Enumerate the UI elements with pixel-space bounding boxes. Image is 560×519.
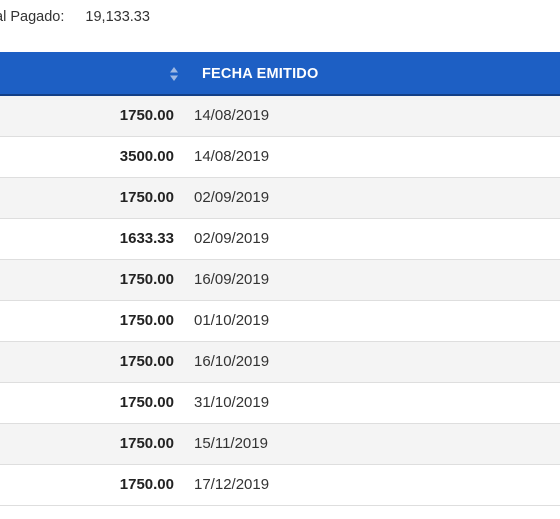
row-amount: 1750.00: [119, 435, 174, 452]
table-row: 1750.00 02/09/2019: [0, 178, 560, 219]
row-amount: 1750.00: [119, 394, 174, 411]
row-date: 17/12/2019: [194, 476, 270, 493]
table-row: 1750.00 31/10/2019: [0, 383, 560, 424]
table-row: 1750.00 16/10/2019: [0, 342, 560, 383]
row-date: 31/10/2019: [194, 394, 270, 411]
table-row: 3500.00 14/08/2019: [0, 137, 560, 178]
row-amount: 1633.33: [119, 230, 174, 247]
row-date: 01/10/2019: [194, 312, 270, 329]
table-row: 1633.33 02/09/2019: [0, 219, 560, 260]
table-row: 1750.00 17/12/2019: [0, 465, 560, 506]
table-header: FECHA EMITIDO: [0, 52, 560, 96]
table-row: 1750.00 14/08/2019: [0, 96, 560, 137]
total-paid-value: 19,133.33: [85, 9, 150, 25]
table-body: 1750.00 14/08/2019 3500.00 14/08/2019 1750.0…: [0, 96, 560, 506]
payments-table: FECHA EMITIDO 1750.00 14/08/2019 3500.00 14…: [0, 52, 560, 506]
row-date: 16/09/2019: [194, 271, 270, 288]
total-paid-summary: tal Pagado: 19,133.33: [0, 5, 560, 29]
row-amount: 1750.00: [119, 353, 174, 370]
column-header-fecha-emitido[interactable]: FECHA EMITIDO: [202, 66, 319, 82]
row-date: 15/11/2019: [194, 435, 268, 452]
row-date: 14/08/2019: [194, 107, 270, 124]
row-amount: 1750.00: [119, 189, 174, 206]
total-paid-label: tal Pagado:: [0, 9, 65, 25]
row-date: 14/08/2019: [194, 148, 270, 165]
row-date: 16/10/2019: [194, 353, 270, 370]
table-row: 1750.00 16/09/2019: [0, 260, 560, 301]
sort-icon[interactable]: [169, 66, 179, 82]
table-row: 1750.00 15/11/2019: [0, 424, 560, 465]
table-row: 1750.00 01/10/2019: [0, 301, 560, 342]
row-amount: 3500.00: [119, 148, 174, 165]
row-amount: 1750.00: [119, 271, 174, 288]
row-date: 02/09/2019: [194, 189, 270, 206]
row-amount: 1750.00: [119, 476, 174, 493]
row-amount: 1750.00: [119, 107, 174, 124]
row-date: 02/09/2019: [194, 230, 270, 247]
row-amount: 1750.00: [119, 312, 174, 329]
